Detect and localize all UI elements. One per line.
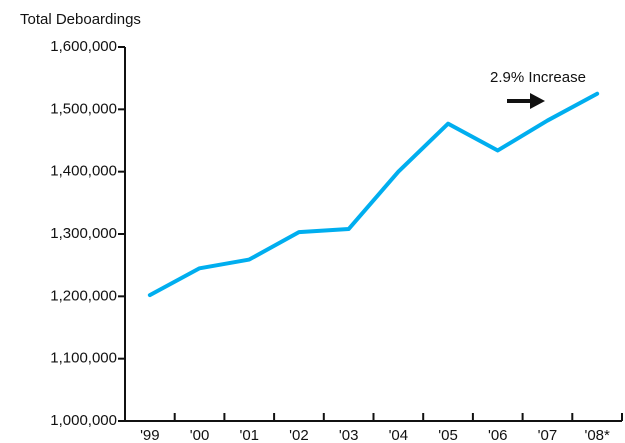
x-tick-label: '01 — [239, 427, 259, 443]
y-tick-label: 1,200,000 — [50, 287, 117, 304]
x-tick-label: '06 — [488, 427, 508, 443]
x-tick-label: '03 — [339, 427, 359, 443]
y-tick-label: 1,400,000 — [50, 163, 117, 180]
y-tick-label: 1,600,000 — [50, 38, 117, 55]
annotation: 2.9% Increase — [490, 69, 586, 86]
line-series — [147, 91, 600, 298]
annotation-arrow-head — [530, 93, 545, 109]
y-tick-label: 1,000,000 — [50, 412, 117, 429]
chart-title: Total Deboardings — [20, 11, 141, 28]
x-tick-label: '02 — [289, 427, 309, 443]
x-tick-label: '00 — [190, 427, 210, 443]
x-tick-label: '07 — [538, 427, 558, 443]
x-tick-label: '05 — [438, 427, 458, 443]
x-tick-label: '08* — [584, 427, 610, 443]
x-tick-label: '04 — [389, 427, 409, 443]
x-tick-label: '99 — [140, 427, 160, 443]
y-tick-label: 1,500,000 — [50, 100, 117, 117]
y-tick-label: 1,300,000 — [50, 225, 117, 242]
y-tick-label: 1,100,000 — [50, 350, 117, 367]
